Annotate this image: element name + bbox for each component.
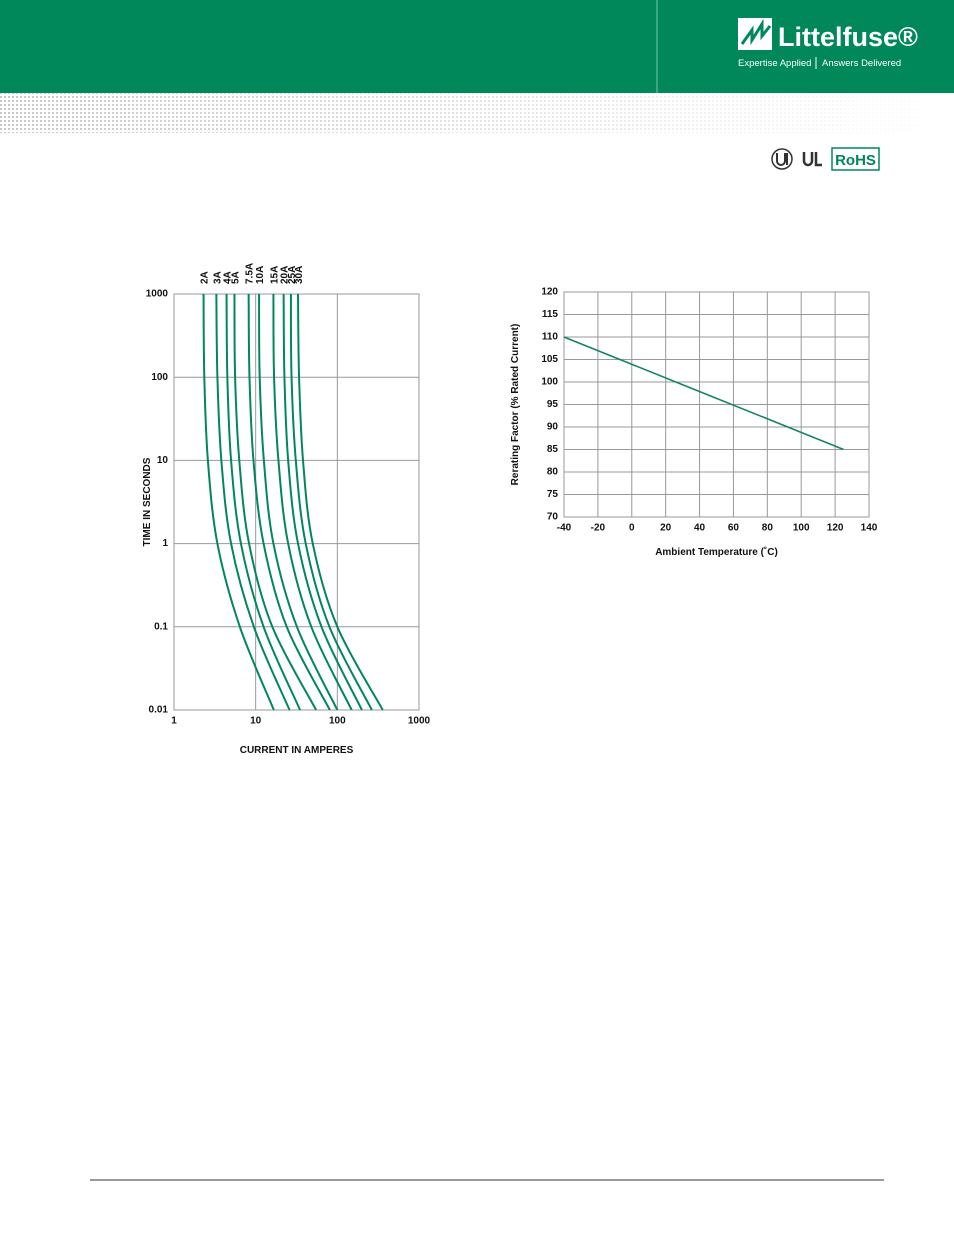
- x-tick-label: 120: [827, 523, 844, 534]
- rohs-text: RoHS: [835, 152, 876, 169]
- x-tick-label: 60: [728, 523, 740, 534]
- y-tick-label: 90: [547, 422, 559, 433]
- x-axis-label: CURRENT IN AMPERES: [240, 745, 354, 756]
- y-tick-label: 95: [547, 399, 559, 410]
- series-line: [297, 293, 384, 711]
- y-tick-label: 120: [541, 287, 558, 298]
- y-tick-label: 80: [547, 467, 559, 478]
- x-axis-label: Ambient Temperature (˚C): [655, 546, 778, 558]
- tagline: Answers Delivered: [822, 58, 901, 69]
- series-label: 5A: [230, 271, 241, 284]
- x-tick-label: 0: [629, 523, 635, 534]
- y-tick-label: 10: [157, 455, 169, 466]
- series-line: [272, 293, 353, 711]
- series-line: [563, 336, 844, 451]
- y-tick-label: 100: [541, 377, 558, 388]
- y-tick-label: 105: [541, 354, 558, 365]
- series-line: [215, 293, 291, 711]
- x-tick-label: 100: [793, 523, 810, 534]
- series-line: [233, 293, 318, 711]
- series-line: [282, 293, 363, 711]
- x-tick-label: -40: [557, 523, 572, 534]
- dot-fade: [0, 93, 954, 133]
- x-tick-label: 20: [660, 523, 672, 534]
- rohs-badge: [831, 147, 880, 171]
- x-tick-label: 1: [171, 716, 177, 727]
- y-tick-label: 100: [151, 372, 168, 383]
- x-tick-label: 80: [762, 523, 774, 534]
- header-band: [0, 0, 954, 93]
- y-tick-label: 1: [162, 538, 168, 549]
- y-tick-label: 75: [547, 489, 559, 500]
- x-tick-label: 100: [329, 716, 346, 727]
- x-tick-label: 40: [694, 523, 706, 534]
- series-label: 4A: [223, 271, 234, 284]
- series-label: 3A: [212, 271, 223, 284]
- x-tick-label: 10: [250, 716, 262, 727]
- x-tick-label: 1000: [408, 716, 431, 727]
- x-tick-label: -20: [591, 523, 606, 534]
- y-tick-label: 110: [542, 332, 559, 343]
- x-tick-label: 140: [861, 523, 878, 534]
- y-tick-label: 115: [542, 309, 559, 320]
- series-label: 10A: [255, 266, 266, 284]
- y-tick-label: 0.1: [154, 621, 168, 632]
- y-tick-label: 85: [547, 444, 559, 455]
- y-axis-label: TIME IN SECONDS: [142, 457, 153, 546]
- y-axis-label: Rerating Factor (% Rated Current): [510, 324, 521, 486]
- series-line: [225, 293, 302, 711]
- series-line: [247, 293, 331, 711]
- y-tick-label: 0.01: [149, 705, 169, 716]
- series-label: 2A: [200, 271, 211, 284]
- ul-marks: [771, 148, 822, 170]
- series-label: 7.5A: [245, 263, 256, 284]
- brand: Littelfuse®: [778, 22, 918, 52]
- series-label: 25A: [287, 266, 298, 284]
- y-tick-label: 70: [547, 512, 559, 523]
- plot-area: [173, 293, 420, 711]
- series-label: 20A: [280, 266, 291, 284]
- series-line: [258, 293, 339, 711]
- y-tick-label: 1000: [146, 289, 169, 300]
- series-line: [202, 293, 275, 711]
- series-label: 30A: [294, 266, 305, 284]
- series-label: 15A: [269, 266, 280, 284]
- series-line: [289, 293, 373, 711]
- tagline: Expertise Applied: [738, 58, 811, 69]
- logo-mark: [738, 18, 772, 50]
